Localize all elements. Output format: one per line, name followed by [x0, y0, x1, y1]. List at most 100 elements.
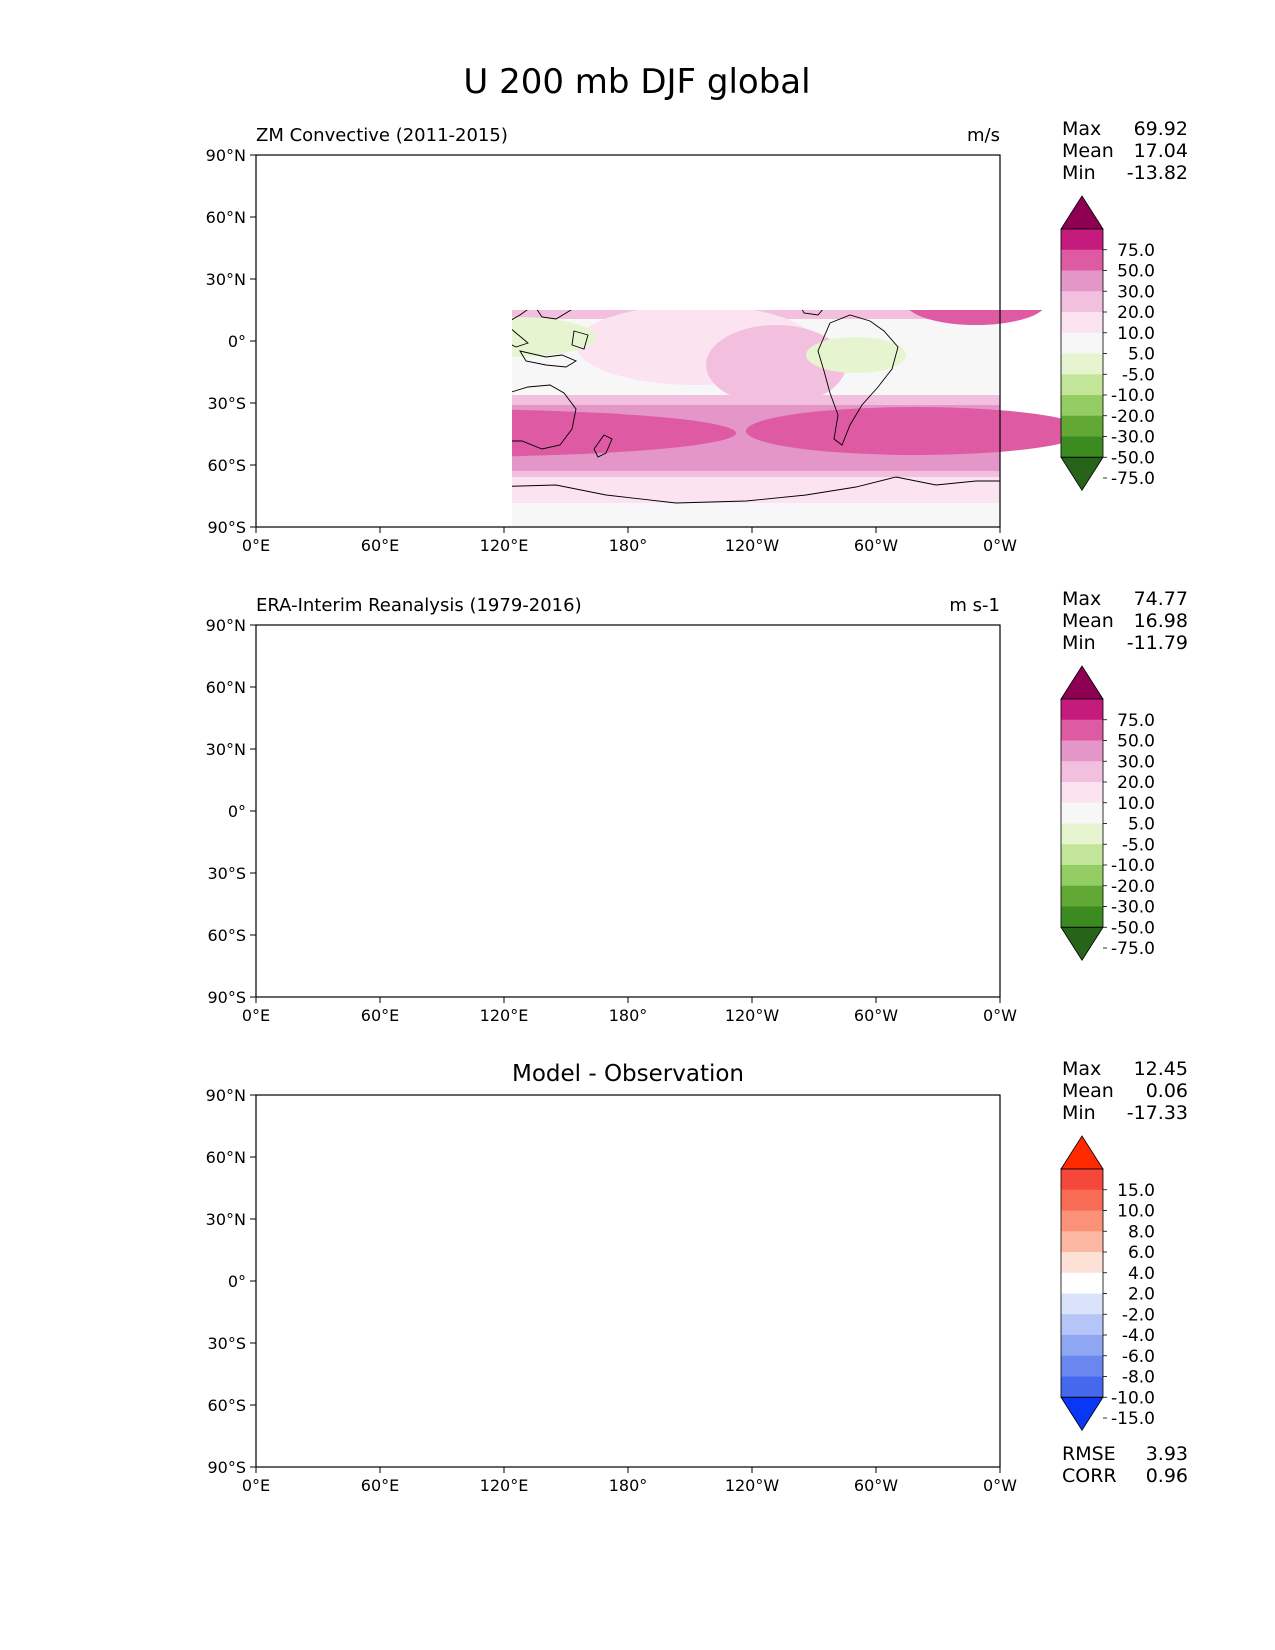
- lat-tick-label: 30°S: [207, 864, 246, 883]
- coastlines: [256, 647, 1000, 973]
- lon-tick-label: 120°W: [725, 1476, 780, 1495]
- colorbar-label: 75.0: [1117, 241, 1155, 261]
- colorbar-segment: [1061, 436, 1103, 458]
- colorbar-label: -10.0: [1111, 1388, 1155, 1408]
- colorbar-label: -50.0: [1111, 918, 1155, 938]
- colorbar-extend-max: [1060, 195, 1104, 230]
- lon-tick-label: 120°W: [725, 536, 780, 555]
- colorbar-segment: [1061, 415, 1103, 437]
- panel-difference: Model - Observation 90°N 60°N 30°N 0° 30°S 60…: [206, 1058, 1188, 1495]
- colorbar-segment: [1061, 312, 1103, 334]
- stat-label: Mean: [1062, 140, 1114, 162]
- panel-right-title: m/s: [967, 125, 1000, 146]
- lat-tick-label: 60°S: [207, 456, 246, 475]
- lon-tick-label: 0°E: [242, 1476, 270, 1495]
- lat-tick-label: 90°N: [206, 1086, 246, 1105]
- contour-field: [226, 1095, 1036, 1467]
- colorbar-label: 30.0: [1117, 282, 1155, 302]
- lon-axis: 0°E 60°E 120°E 180° 120°W 60°W 0°W: [242, 997, 1017, 1025]
- lat-axis: 90°N 60°N 30°N 0° 30°S 60°S 90°S: [206, 616, 256, 1007]
- lon-tick-label: 60°E: [361, 1476, 399, 1495]
- stat-value: 0.96: [1146, 1465, 1188, 1487]
- stat-label: Mean: [1062, 610, 1114, 632]
- colorbar-segment: [1061, 1314, 1103, 1336]
- stat-label: Min: [1062, 1102, 1096, 1124]
- lat-tick-label: 90°N: [206, 616, 246, 635]
- lat-tick-label: 0°: [228, 332, 246, 351]
- stat-value: -11.79: [1127, 632, 1188, 654]
- lon-axis: 0°E 60°E 120°E 180° 120°W 60°W 0°W: [242, 527, 1017, 555]
- colorbar-outline: [1060, 1168, 1104, 1398]
- lat-tick-label: 30°S: [207, 394, 246, 413]
- colorbar-segment: [1061, 270, 1103, 292]
- footer-stats: RMSE 3.93 CORR 0.96: [1062, 1443, 1188, 1487]
- stats-block: Max 69.92 Mean 17.04 Min -13.82: [1062, 118, 1188, 184]
- lon-tick-label: 60°W: [854, 536, 898, 555]
- colorbar-label: -6.0: [1122, 1347, 1155, 1367]
- colorbar-label: 20.0: [1117, 773, 1155, 793]
- colorbar-label: 8.0: [1128, 1222, 1155, 1242]
- lon-tick-label: 180°: [609, 536, 648, 555]
- colorbar-label: -30.0: [1111, 428, 1155, 448]
- colorbar-label: 6.0: [1128, 1243, 1155, 1263]
- colorbar-label: -10.0: [1111, 386, 1155, 406]
- lon-tick-label: 120°E: [480, 1006, 529, 1025]
- colorbar-label: -75.0: [1111, 939, 1155, 959]
- lat-tick-label: 60°N: [206, 678, 246, 697]
- colorbar-label: 75.0: [1117, 711, 1155, 731]
- colorbar-extend-min: [1060, 456, 1104, 491]
- panel-left-title: ZM Convective (2011-2015): [256, 125, 508, 146]
- contour-field: [512, 310, 1148, 527]
- colorbar-segment: [1061, 1293, 1103, 1315]
- colorbar: 75.050.030.020.010.05.0-5.0-10.0-20.0-30…: [1060, 665, 1155, 961]
- lat-tick-label: 30°S: [207, 1334, 246, 1353]
- colorbar-extend-min: [1060, 926, 1104, 961]
- colorbar-segment: [1061, 740, 1103, 762]
- lon-tick-label: 60°W: [854, 1006, 898, 1025]
- stat-label: Min: [1062, 162, 1096, 184]
- colorbar-segment: [1061, 1210, 1103, 1232]
- colorbar-segment: [1061, 865, 1103, 887]
- colorbar-label: -5.0: [1122, 835, 1155, 855]
- colorbar-label: -2.0: [1122, 1305, 1155, 1325]
- colorbar-label: 10.0: [1117, 794, 1155, 814]
- lat-tick-label: 90°S: [207, 518, 246, 537]
- panel-left-title: ERA-Interim Reanalysis (1979-2016): [256, 595, 582, 616]
- lat-tick-label: 30°N: [206, 740, 246, 759]
- colorbar-segment: [1061, 332, 1103, 354]
- colorbar-segment: [1061, 823, 1103, 845]
- colorbar-segment: [1061, 1231, 1103, 1253]
- stat-value: -17.33: [1127, 1102, 1188, 1124]
- colorbar-segment: [1061, 1272, 1103, 1294]
- map-area: [226, 1095, 1036, 1467]
- colorbar-label: -50.0: [1111, 448, 1155, 468]
- stat-value: 69.92: [1134, 118, 1188, 140]
- panel-right-title: m s-1: [949, 595, 1000, 616]
- stat-value: 17.04: [1134, 140, 1188, 162]
- colorbar-segment: [1061, 1189, 1103, 1211]
- coastlines: [256, 1117, 1000, 1443]
- lon-tick-label: 60°E: [361, 1006, 399, 1025]
- colorbar-outline: [1060, 228, 1104, 458]
- stat-label: Max: [1062, 118, 1101, 140]
- colorbar-segment: [1061, 291, 1103, 313]
- colorbar-segment: [1061, 1376, 1103, 1398]
- colorbar-segment: [1061, 374, 1103, 396]
- colorbar-label: 30.0: [1117, 752, 1155, 772]
- stat-label: RMSE: [1062, 1443, 1116, 1465]
- map-area: [512, 310, 1148, 527]
- colorbar: 75.050.030.020.010.05.0-5.0-10.0-20.0-30…: [1060, 195, 1155, 491]
- map-frame: [255, 1094, 1001, 1468]
- lon-tick-label: 60°E: [361, 536, 399, 555]
- panel-model: ZM Convective (2011-2015) m/s 90°N 60°N 30…: [206, 118, 1188, 555]
- colorbar-segment: [1061, 782, 1103, 804]
- colorbar-label: -4.0: [1122, 1326, 1155, 1346]
- colorbar-label: 2.0: [1128, 1285, 1155, 1305]
- colorbar-segment: [1061, 1169, 1103, 1191]
- lat-tick-label: 0°: [228, 802, 246, 821]
- map-area: [108, 625, 1148, 997]
- colorbar-segment: [1061, 249, 1103, 271]
- figure-title: U 200 mb DJF global: [463, 62, 810, 102]
- lon-tick-label: 120°E: [480, 1476, 529, 1495]
